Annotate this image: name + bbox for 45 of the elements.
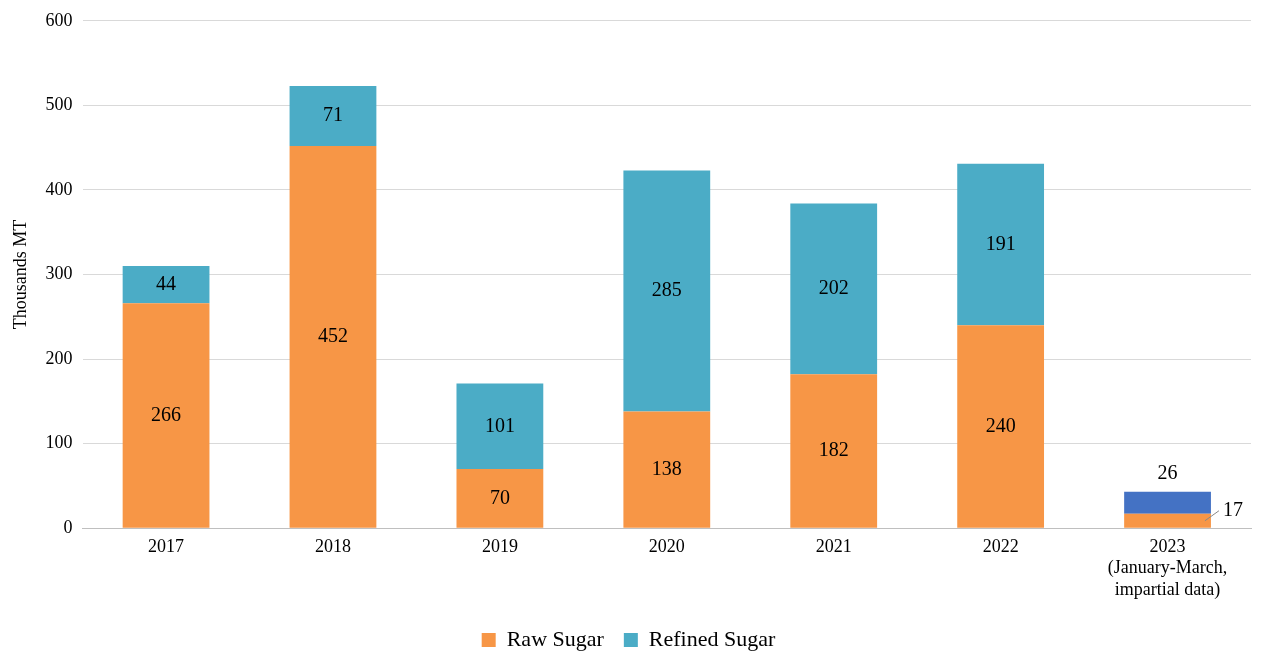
bar [289,85,377,146]
data-label: 138 [651,456,682,479]
x-tick-label: 2017 [148,535,185,556]
data-label: 191 [985,231,1016,254]
bar [957,163,1045,326]
data-label: 44 [156,271,177,294]
bar [122,303,210,528]
y-tick-label: 500 [45,94,73,115]
bar [790,374,878,528]
bar [1124,513,1211,528]
y-axis-title: Thousands MT [9,219,30,330]
legend-label: Refined Sugar [648,625,776,651]
y-tick-label: 100 [45,432,73,453]
x-tick-label: 2023 (January-March, impartial data) [1107,535,1228,600]
bar [623,411,711,528]
bar [1124,491,1211,514]
data-label: 26 [1157,461,1178,484]
y-tick-label: 300 [45,263,73,284]
data-label: 182 [818,438,849,461]
data-label: 70 [489,485,510,508]
y-tick-label: 200 [45,347,73,368]
data-label: 266 [151,402,182,425]
bar [456,383,544,469]
legend-label: Raw Sugar [506,625,605,651]
data-label: 71 [322,103,343,126]
bar [957,325,1045,528]
bar [289,145,377,528]
data-label: 202 [818,276,849,299]
bar [456,469,544,528]
x-tick-label: 2021 [815,535,852,556]
x-tick-label: 2018 [314,535,351,556]
y-tick-label: 600 [45,9,73,30]
data-label: 17 [1222,498,1243,521]
bar [623,170,711,412]
data-label: 101 [484,413,515,436]
y-tick-label: 0 [63,516,73,537]
data-label: 240 [985,413,1016,436]
y-tick-label: 400 [45,178,73,199]
bar [122,266,210,304]
bar [790,203,878,375]
x-tick-label: 2019 [481,535,518,556]
data-label: 452 [317,324,348,347]
data-label: 285 [651,278,682,301]
x-tick-label: 2020 [648,535,685,556]
x-tick-label: 2022 [982,535,1019,556]
